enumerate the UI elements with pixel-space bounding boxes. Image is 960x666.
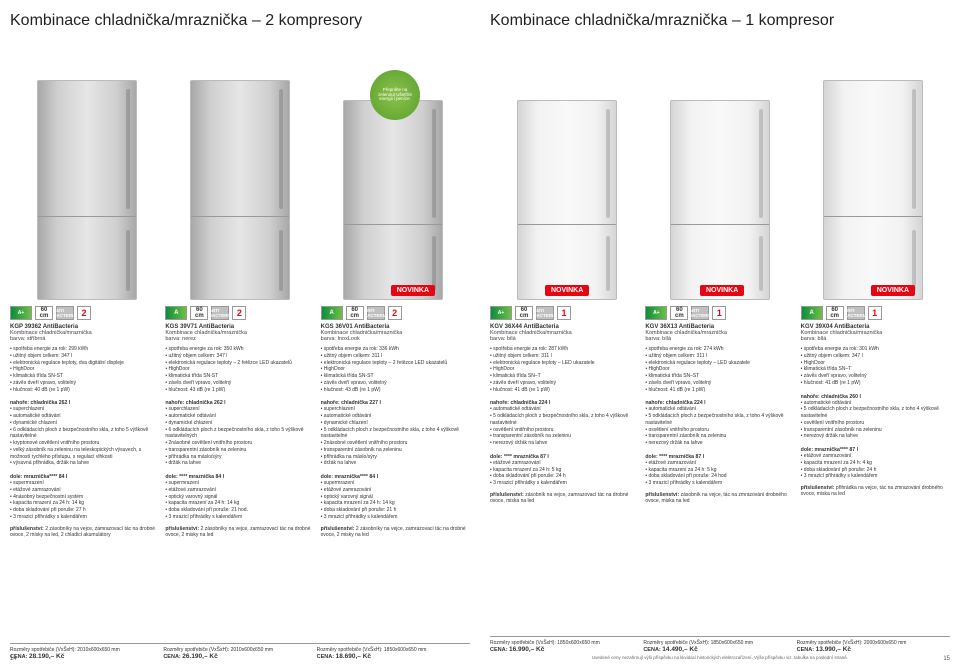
- novinka-badge: NOVINKA: [871, 285, 915, 296]
- page-number-right: 15: [943, 656, 950, 662]
- model-header: KGS 39V71 AntiBacteria Kombinace chladni…: [165, 324, 314, 342]
- product-col-6: A 60 cm ANTI BACTERIA 1 KGV 39X04 AntiBa…: [801, 306, 950, 636]
- right-page: Kombinace chladnička/mraznička – 1 kompr…: [480, 0, 960, 666]
- width-badge: 60 cm: [190, 306, 208, 320]
- page-number-left: 14: [10, 656, 17, 662]
- catalog-spread: Kombinace chladnička/mraznička – 2 kompr…: [0, 0, 960, 666]
- columns-left: A+ 60 cm ANTI BACTERIA 2 KGP 39362 AntiB…: [10, 306, 470, 643]
- compressor-badge: 2: [77, 306, 91, 320]
- energy-badge: A: [165, 306, 187, 320]
- specs-main: spotřeba energie za rok: 299 kWh užitný …: [10, 346, 159, 393]
- antibacteria-badge: ANTI BACTERIA: [56, 306, 74, 320]
- footer-col-3: Rozměry spotřebiče (VxŠxH): 1850x600x650…: [317, 647, 470, 660]
- hero-left: Přepněte na zelenou! Ušetříte energii i …: [10, 40, 470, 300]
- product-col-5: A+ 60 cm ANTI BACTERIA 1 KGV 36X13 AntiB…: [645, 306, 794, 636]
- page-title-right: Kombinace chladnička/mraznička – 1 kompr…: [490, 12, 950, 30]
- product-col-1: A+ 60 cm ANTI BACTERIA 2 KGP 39362 AntiB…: [10, 306, 159, 643]
- badge-row: A+ 60 cm ANTI BACTERIA 2: [10, 306, 159, 320]
- novinka-badge: NOVINKA: [545, 285, 589, 296]
- novinka-badge: NOVINKA: [700, 285, 744, 296]
- specs-acc: příslušenství: 2 zásobníky na vejce, zam…: [10, 526, 159, 538]
- compressor-badge: 2: [388, 306, 402, 320]
- product-col-3: A 60 cm ANTI BACTERIA 2 KGS 36V01 AntiBa…: [321, 306, 470, 643]
- fridge-image-2: [190, 80, 290, 300]
- badge-row: A 60 cm ANTI BACTERIA 2: [321, 306, 470, 320]
- left-page: Kombinace chladnička/mraznička – 2 kompr…: [0, 0, 480, 666]
- product-col-2: A 60 cm ANTI BACTERIA 2 KGS 39V71 AntiBa…: [165, 306, 314, 643]
- model-header: KGP 39362 AntiBacteria Kombinace chladni…: [10, 324, 159, 342]
- model-sub2: barva: stříbrná: [10, 336, 159, 342]
- footer-col-1: Rozměry spotřebiče (VxŠxH): 2010x600x650…: [10, 647, 163, 660]
- novinka-badge: NOVINKA: [391, 285, 435, 296]
- fridge-image-6: [823, 80, 923, 300]
- energy-badge: A: [321, 306, 343, 320]
- footer-left: Rozměry spotřebiče (VxŠxH): 2010x600x650…: [10, 643, 470, 660]
- footnote: Uvedené ceny nezahrnují výši příspěvku n…: [490, 655, 950, 660]
- footer-col-2: Rozměry spotřebiče (VxŠxH): 2010x600x650…: [163, 647, 316, 660]
- specs-bot: dole: mraznička**** 84 l supermrazení et…: [10, 472, 159, 521]
- compressor-badge: 2: [232, 306, 246, 320]
- antibacteria-badge: ANTI BACTERIA: [367, 306, 385, 320]
- page-title-left: Kombinace chladnička/mraznička – 2 kompr…: [10, 12, 470, 30]
- fridge-image-3: [343, 100, 443, 300]
- hero-right: NOVINKA NOVINKA NOVINKA: [490, 40, 950, 300]
- product-col-4: A+ 60 cm ANTI BACTERIA 1 KGV 36X44 AntiB…: [490, 306, 639, 636]
- specs-top: nahoře: chladnička 262 l superchlazení a…: [10, 398, 159, 467]
- fridge-image-5: [670, 100, 770, 300]
- badge-row: A 60 cm ANTI BACTERIA 2: [165, 306, 314, 320]
- width-badge: 60 cm: [35, 306, 53, 320]
- fridge-image-1: [37, 80, 137, 300]
- fridge-image-4: [517, 100, 617, 300]
- footer-right: Rozměry spotřebiče (VxŠxH): 1850x600x650…: [490, 636, 950, 653]
- width-badge: 60 cm: [346, 306, 364, 320]
- columns-right: A+ 60 cm ANTI BACTERIA 1 KGV 36X44 AntiB…: [490, 306, 950, 636]
- antibacteria-badge: ANTI BACTERIA: [211, 306, 229, 320]
- eco-badge: Přepněte na zelenou! Ušetříte energii i …: [370, 70, 420, 120]
- energy-badge: A+: [10, 306, 32, 320]
